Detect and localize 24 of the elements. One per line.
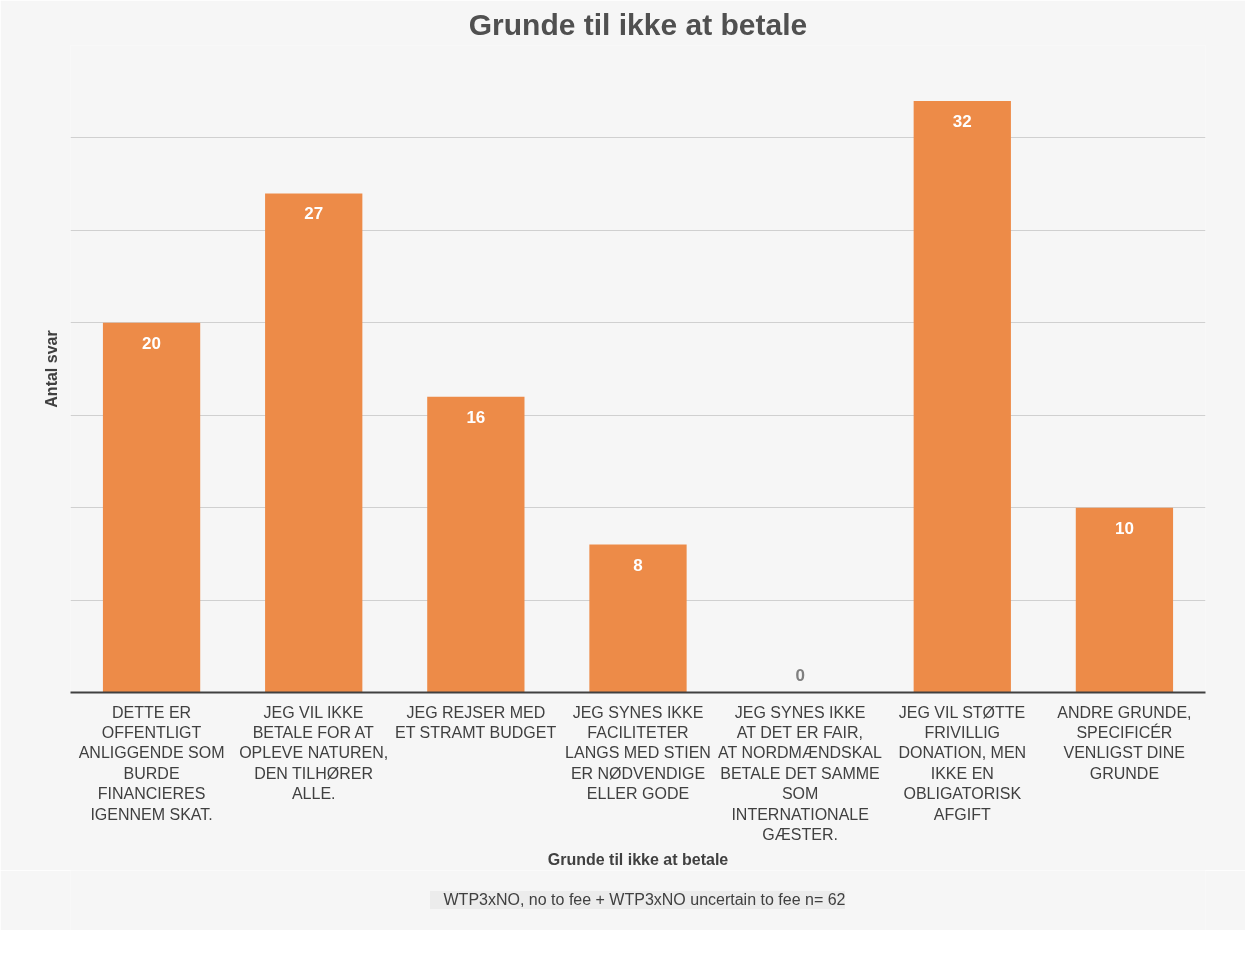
bar (1075, 507, 1174, 693)
y-axis-title: Antal svar (42, 330, 60, 408)
bar (102, 322, 201, 693)
bar (913, 100, 1011, 693)
data-label: 32 (952, 111, 972, 131)
bar (589, 544, 687, 693)
x-tick-label: DETTE ER OFFENTLIGT ANLIGGENDE SOM BURDE FINANCIERES IGENNEM SKAT. (78, 703, 225, 823)
x-tick-label: JEG REJSER MED ET STRAMT BUDGET (394, 703, 557, 741)
data-label: 27 (304, 204, 324, 224)
chart-title: Grunde til ikke at betale (468, 7, 808, 41)
data-label: 20 (142, 333, 162, 353)
x-tick-label: JEG SYNES IKKE FACILITETER LANGS MED STIEN ER NØDVENDIGE ELLER GODE (565, 703, 711, 803)
bar (427, 396, 525, 693)
data-label: 16 (466, 407, 486, 427)
x-tick-label: JEG VIL STØTTE FRIVILLIG DONATION, MEN IKKE EN OBLIGATORISK AFGIFT (898, 703, 1027, 823)
x-tick-label: JEG VIL IKKE BETALE FOR AT OPLEVE NATUREN, DEN TILHØRER ALLE. (239, 703, 389, 803)
x-axis-title: Grunde til ikke at betale (547, 850, 729, 868)
x-tick-label: JEG SYNES IKKE AT DET ER FAIR, AT NORDMÆNDSKAL BETALE DET SAMME SOM INTERNATIONALE GÆSTER. (718, 703, 883, 843)
data-label: 10 (1114, 518, 1134, 538)
bar (265, 193, 363, 693)
data-label: 8 (633, 555, 643, 575)
text: WTP3xNO, no to fee + WTP3xNO uncertain to fee n= 62 (443, 891, 846, 909)
x-tick-label: ANDRE GRUNDE, SPECIFICÉR VENLIGST DINE GRUNDE (1057, 703, 1192, 782)
data-label: 0 (795, 665, 805, 685)
